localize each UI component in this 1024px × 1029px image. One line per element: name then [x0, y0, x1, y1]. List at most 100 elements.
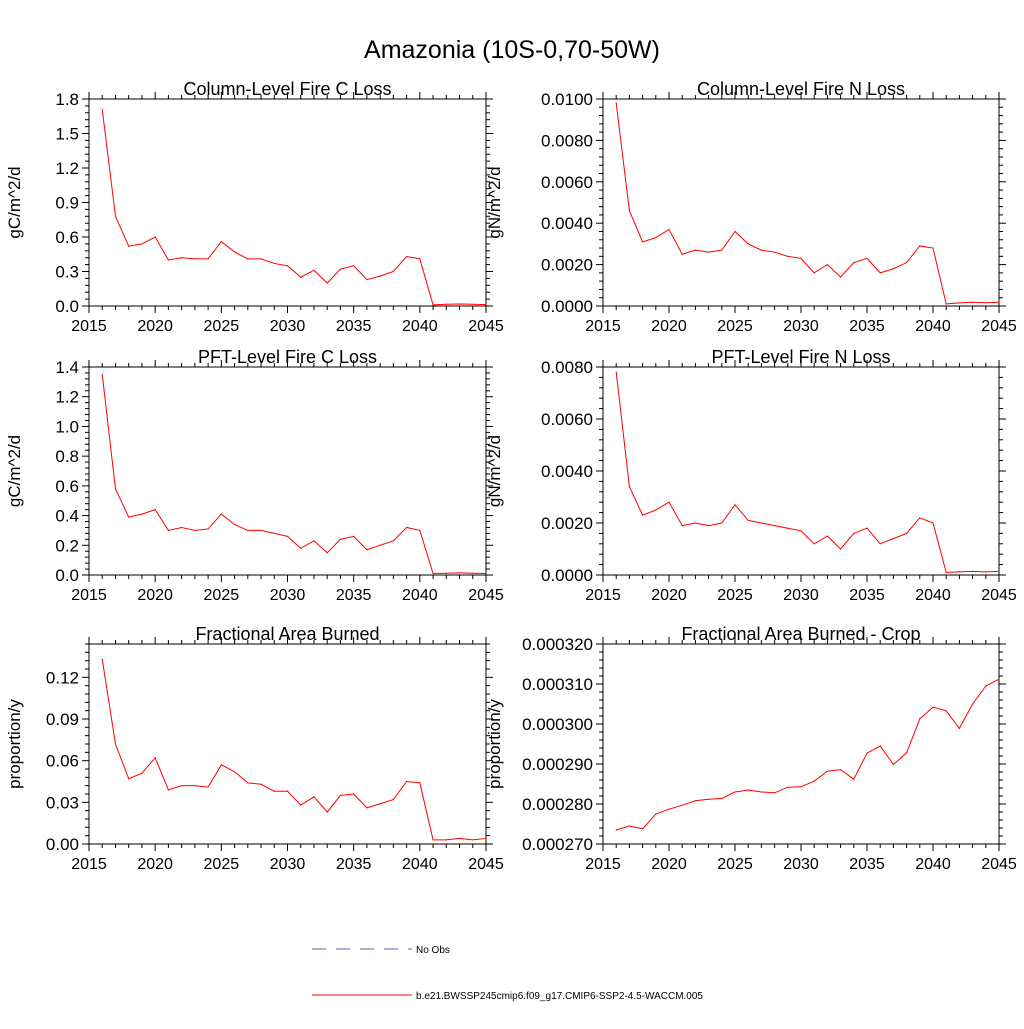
- y-tick-label: 1.0: [55, 417, 79, 436]
- x-tick-label: 2040: [402, 318, 438, 335]
- x-tick-label: 2040: [915, 856, 951, 873]
- x-tick-label: 2035: [849, 856, 885, 873]
- data-point: [615, 102, 617, 104]
- plot-frame: [88, 643, 487, 845]
- data-point: [932, 706, 934, 708]
- data-point: [708, 798, 710, 800]
- data-point: [101, 658, 103, 660]
- panel-column-level-fire-c-loss: Column-Level Fire C Loss 2015 2020 2025 2030…: [5, 79, 504, 335]
- data-point: [286, 790, 289, 792]
- y-axis-label: proportion/y: [5, 699, 24, 789]
- data-point: [406, 255, 408, 258]
- data-point: [919, 245, 921, 247]
- legend-no-obs-label: No Obs: [416, 945, 450, 956]
- y-tick-label: 0.8: [55, 447, 79, 466]
- data-point: [655, 509, 657, 511]
- x-tick-label: 2020: [651, 587, 687, 604]
- x-tick-label: 2025: [204, 318, 240, 335]
- data-point: [760, 249, 763, 251]
- data-point: [813, 780, 815, 782]
- y-tick-label: 0.0020: [541, 514, 593, 533]
- data-point: [154, 757, 156, 759]
- data-point: [879, 745, 881, 747]
- data-point: [681, 804, 683, 806]
- data-point: [432, 839, 434, 841]
- x-tick-label: 2035: [336, 587, 372, 604]
- data-point: [787, 527, 789, 529]
- y-tick-label: 0.000320: [522, 635, 593, 654]
- series-line: [101, 109, 487, 306]
- data-point: [128, 516, 130, 518]
- data-point: [998, 678, 1000, 680]
- y-tick-label: 0.3: [55, 263, 79, 282]
- data-point: [260, 258, 262, 260]
- y-axis-label: proportion/y: [485, 699, 504, 789]
- data-point: [840, 548, 842, 550]
- data-point: [220, 764, 222, 766]
- data-point: [958, 727, 961, 730]
- y-tick-label: 0.0040: [541, 214, 593, 233]
- y-tick-label: 0.000310: [522, 675, 593, 694]
- data-point: [985, 685, 987, 687]
- data-point: [339, 794, 342, 796]
- y-tick-label: 0.0080: [541, 358, 593, 377]
- data-point: [406, 526, 408, 529]
- plot-frame: [88, 98, 487, 307]
- data-point: [445, 303, 447, 305]
- data-point: [945, 571, 947, 574]
- data-point: [366, 278, 368, 281]
- plot-frame: [602, 643, 1000, 845]
- panel-title: Fractional Area Burned: [195, 624, 379, 644]
- data-point: [300, 804, 302, 806]
- y-tick-label: 0.06: [46, 752, 79, 771]
- data-point: [800, 257, 802, 259]
- x-tick-label: 2040: [915, 318, 951, 335]
- x-tick-label: 2040: [402, 587, 438, 604]
- data-point: [655, 813, 657, 815]
- data-point: [734, 791, 736, 793]
- data-point: [114, 743, 117, 745]
- data-point: [906, 261, 908, 264]
- x-tick-label: 2045: [981, 318, 1017, 335]
- legend: No Obs b.e21.BWSSP245cmip6.f09_g17.CMIP6…: [312, 945, 703, 1002]
- data-point: [181, 526, 183, 529]
- y-axis-label: gC/m^2/d: [5, 435, 24, 507]
- data-point: [181, 785, 183, 787]
- data-point: [458, 837, 461, 840]
- x-tick-label: 2030: [783, 318, 819, 335]
- data-point: [879, 272, 881, 274]
- data-point: [747, 519, 749, 522]
- x-tick-label: 2045: [468, 587, 504, 604]
- panel-pft-level-fire-n-loss: PFT-Level Fire N Loss 2015 2020 2025 2030 203…: [485, 347, 1017, 604]
- data-point: [853, 532, 855, 535]
- data-point: [681, 253, 683, 255]
- x-tick-label: 2015: [585, 318, 621, 335]
- legend-model-label: b.e21.BWSSP245cmip6.f09_g17.CMIP6-SSP2-4…: [416, 991, 703, 1002]
- data-point: [628, 825, 631, 827]
- data-point: [392, 540, 394, 542]
- data-point: [392, 798, 394, 801]
- data-point: [194, 258, 196, 260]
- data-point: [655, 237, 657, 239]
- panel-fractional-area-burned: Fractional Area Burned 2015 2020 2025 2030 20…: [5, 624, 504, 873]
- panel-title: PFT-Level Fire C Loss: [198, 347, 377, 367]
- data-point: [985, 571, 987, 573]
- data-point: [379, 803, 381, 805]
- data-point: [220, 513, 222, 515]
- x-tick-label: 2025: [717, 856, 753, 873]
- y-tick-label: 0.000280: [522, 795, 593, 814]
- data-point: [694, 522, 697, 524]
- data-point: [932, 522, 934, 524]
- y-tick-label: 0.9: [55, 194, 79, 213]
- y-tick-label: 0.12: [46, 668, 79, 687]
- data-point: [472, 303, 474, 305]
- data-point: [628, 486, 631, 488]
- data-point: [485, 837, 487, 840]
- plot-frame: [88, 366, 487, 576]
- data-point: [233, 523, 236, 526]
- data-point: [207, 258, 209, 260]
- data-point: [326, 552, 328, 554]
- x-tick-label: 2025: [204, 856, 240, 873]
- series-line: [615, 103, 1000, 305]
